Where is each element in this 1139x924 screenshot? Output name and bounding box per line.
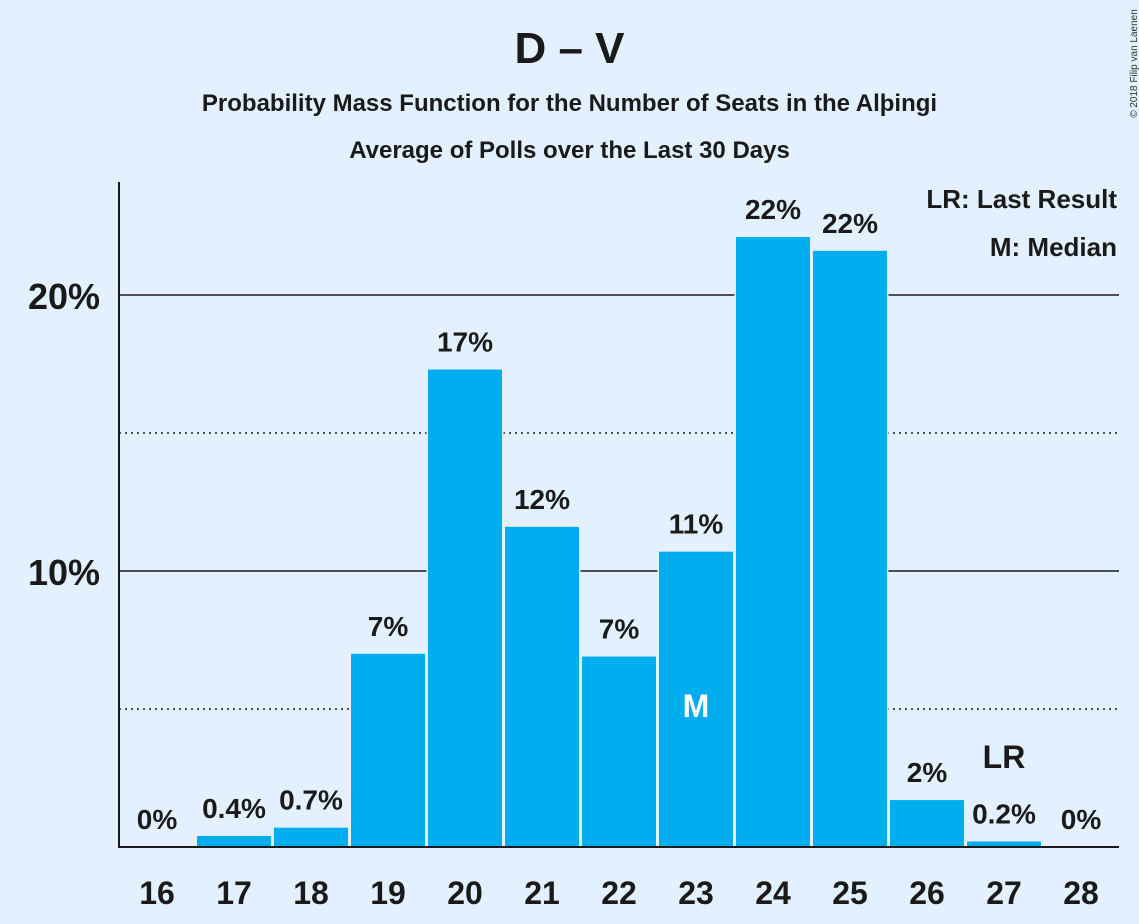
x-tick-label: 19 [370, 875, 406, 911]
bar [736, 237, 810, 848]
chart-subtitle-2: Average of Polls over the Last 30 Days [349, 137, 790, 164]
x-tick-label: 28 [1063, 875, 1099, 911]
median-marker: M [683, 688, 710, 724]
x-tick-label: 17 [216, 875, 252, 911]
data-label: 0.2% [972, 798, 1036, 829]
y-tick-label: 10% [28, 552, 100, 593]
chart-subtitle: Probability Mass Function for the Number… [201, 90, 938, 117]
data-label: 0% [137, 804, 178, 835]
bar [197, 835, 271, 847]
data-label: 17% [437, 327, 493, 358]
bar [813, 250, 887, 848]
data-label: 7% [368, 611, 409, 642]
x-tick-label: 20 [447, 875, 483, 911]
x-tick-label: 24 [755, 875, 791, 911]
y-tick-label: 20% [28, 276, 100, 317]
data-label: 11% [669, 509, 724, 540]
data-label: 0% [1061, 804, 1102, 835]
chart-title: D – V [514, 24, 625, 73]
bar [428, 369, 502, 847]
bar [967, 841, 1041, 847]
legend-last-result: LR: Last Result [926, 184, 1117, 214]
x-tick-label: 22 [601, 875, 637, 911]
bar [274, 827, 348, 847]
x-tick-label: 21 [524, 875, 560, 911]
bar [890, 800, 964, 847]
x-tick-label: 16 [139, 875, 175, 911]
data-label: 0.7% [279, 785, 343, 816]
bar [505, 526, 579, 847]
x-tick-label: 27 [986, 875, 1022, 911]
bar [351, 653, 425, 847]
data-label: 22% [822, 208, 878, 239]
last-result-marker: LR [983, 739, 1026, 775]
x-tick-label: 18 [293, 875, 329, 911]
data-label: 2% [907, 757, 948, 788]
bar [582, 656, 656, 847]
data-label: 12% [514, 484, 570, 515]
x-tick-label: 23 [678, 875, 714, 911]
x-tick-label: 25 [832, 875, 868, 911]
bar [659, 551, 733, 847]
legend-median: M: Median [989, 232, 1117, 262]
data-label: 7% [599, 614, 640, 645]
data-label: 0.4% [202, 793, 266, 824]
x-tick-label: 26 [909, 875, 945, 911]
data-label: 22% [745, 194, 801, 225]
